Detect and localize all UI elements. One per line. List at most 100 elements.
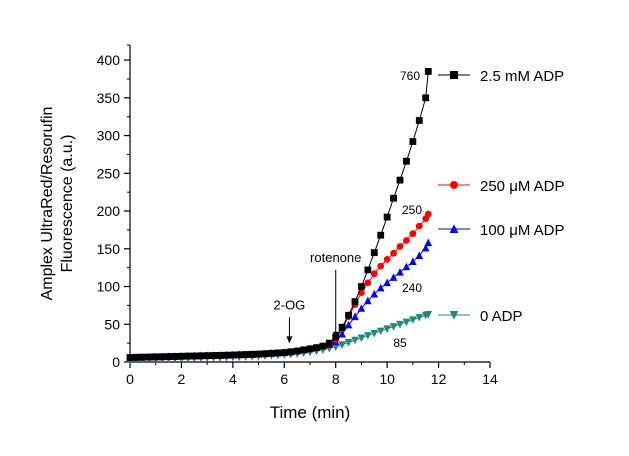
data-point-series-0: [158, 353, 166, 361]
data-point-series-0: [242, 351, 250, 358]
y-tick-label: 300: [97, 128, 121, 144]
data-point-series-3: [370, 329, 379, 338]
legend-marker-1: [450, 181, 458, 189]
data-point-series-1: [370, 270, 378, 278]
legend-label-2: 100 μM ADP: [480, 222, 565, 239]
data-point-series-1: [383, 255, 391, 263]
y-axis-title-line-1: Amplex UltraRed/Resorufin: [39, 107, 56, 301]
legend-marker-3: [449, 311, 459, 320]
data-point-series-2: [409, 257, 417, 266]
legend-label-3: 0 ADP: [480, 308, 523, 325]
data-point-series-3: [364, 332, 372, 340]
annotation-label-0: 2-OG: [274, 297, 306, 312]
x-tick-label: 12: [431, 371, 447, 387]
x-tick-label: 6: [280, 371, 288, 387]
data-point-series-2: [351, 312, 359, 321]
x-tick-label: 14: [482, 371, 498, 387]
annotation-arrow-head-0: [286, 336, 293, 344]
data-point-series-2: [421, 243, 430, 252]
y-tick-label: 250: [97, 165, 121, 181]
data-point-series-3: [344, 338, 353, 347]
data-point-series-2: [396, 267, 404, 276]
data-point-series-0: [358, 283, 365, 290]
data-point-series-0: [390, 194, 397, 202]
data-point-series-0: [223, 351, 230, 359]
data-point-series-0: [229, 351, 237, 359]
data-point-series-1: [424, 210, 432, 218]
y-tick-label: 200: [97, 203, 121, 219]
series-line-0: [129, 71, 429, 358]
series-end-label-1: 250: [402, 203, 422, 217]
data-point-series-2: [344, 320, 353, 329]
legend-marker-0: [450, 71, 458, 79]
data-point-series-0: [248, 350, 256, 358]
data-point-series-2: [415, 251, 424, 259]
legend-label-0: 2.5 mM ADP: [480, 68, 564, 85]
data-point-series-2: [402, 262, 411, 271]
data-point-series-2: [357, 304, 366, 312]
data-point-series-0: [338, 323, 346, 331]
series-end-label-3: 85: [393, 336, 407, 350]
data-point-series-0: [370, 249, 378, 256]
y-tick-label: 0: [112, 354, 120, 370]
legend-marker-2: [449, 224, 459, 233]
x-tick-label: 10: [379, 371, 395, 387]
data-point-series-0: [216, 351, 224, 359]
data-point-series-0: [133, 353, 140, 361]
data-point-series-0: [190, 352, 198, 360]
y-tick-label: 350: [97, 90, 121, 106]
data-point-series-3: [376, 327, 385, 336]
data-point-series-2: [364, 296, 372, 305]
data-point-series-0: [152, 353, 160, 361]
data-point-series-0: [396, 176, 404, 184]
data-point-series-0: [268, 349, 275, 357]
data-point-series-3: [424, 311, 433, 319]
x-tick-label: 2: [178, 371, 186, 387]
data-point-series-0: [274, 349, 282, 357]
data-point-series-1: [415, 222, 423, 230]
data-point-series-0: [383, 213, 391, 221]
data-point-series-3: [396, 320, 404, 329]
data-point-series-0: [197, 352, 205, 360]
legend-label-1: 250 μM ADP: [480, 178, 565, 195]
y-axis-title-group: Amplex UltraRed/Resorufin Fluorescence (a…: [39, 107, 76, 301]
data-point-series-0: [287, 348, 295, 356]
series-end-label-2: 240: [402, 281, 422, 295]
data-point-series-0: [306, 345, 314, 353]
y-tick-label: 400: [97, 52, 121, 68]
data-point-series-3: [338, 341, 346, 349]
data-point-series-0: [424, 68, 432, 75]
x-tick-label: 4: [229, 371, 237, 387]
y-tick-label: 50: [104, 316, 120, 332]
data-point-series-1: [377, 262, 385, 270]
y-tick-label: 150: [97, 241, 121, 257]
data-point-series-0: [300, 346, 307, 354]
data-point-series-0: [415, 117, 423, 124]
data-point-series-0: [403, 157, 410, 165]
data-point-series-0: [351, 298, 359, 306]
annotation-label-1: rotenone: [310, 250, 361, 265]
data-point-series-1: [396, 243, 404, 250]
data-point-series-1: [409, 230, 417, 238]
y-axis-title-line-2: Fluorescence (a.u.): [59, 135, 76, 273]
data-point-series-0: [409, 138, 417, 146]
series-end-label-0: 760: [400, 69, 420, 83]
data-point-series-0: [171, 353, 179, 360]
annotation-arrow-head-1: [332, 331, 339, 339]
data-point-series-0: [261, 350, 269, 358]
data-point-series-0: [126, 354, 134, 361]
data-point-series-0: [377, 231, 385, 239]
data-point-series-3: [415, 314, 424, 322]
data-point-series-3: [331, 343, 340, 352]
data-point-series-2: [376, 283, 385, 292]
data-point-series-3: [389, 323, 398, 331]
data-point-series-0: [280, 349, 288, 356]
data-point-series-0: [178, 352, 185, 360]
data-point-series-1: [403, 237, 410, 244]
y-tick-label: 100: [97, 279, 121, 295]
data-point-series-3: [383, 325, 391, 333]
data-point-series-0: [210, 352, 217, 359]
data-point-series-0: [293, 347, 301, 355]
data-point-series-1: [390, 249, 397, 257]
